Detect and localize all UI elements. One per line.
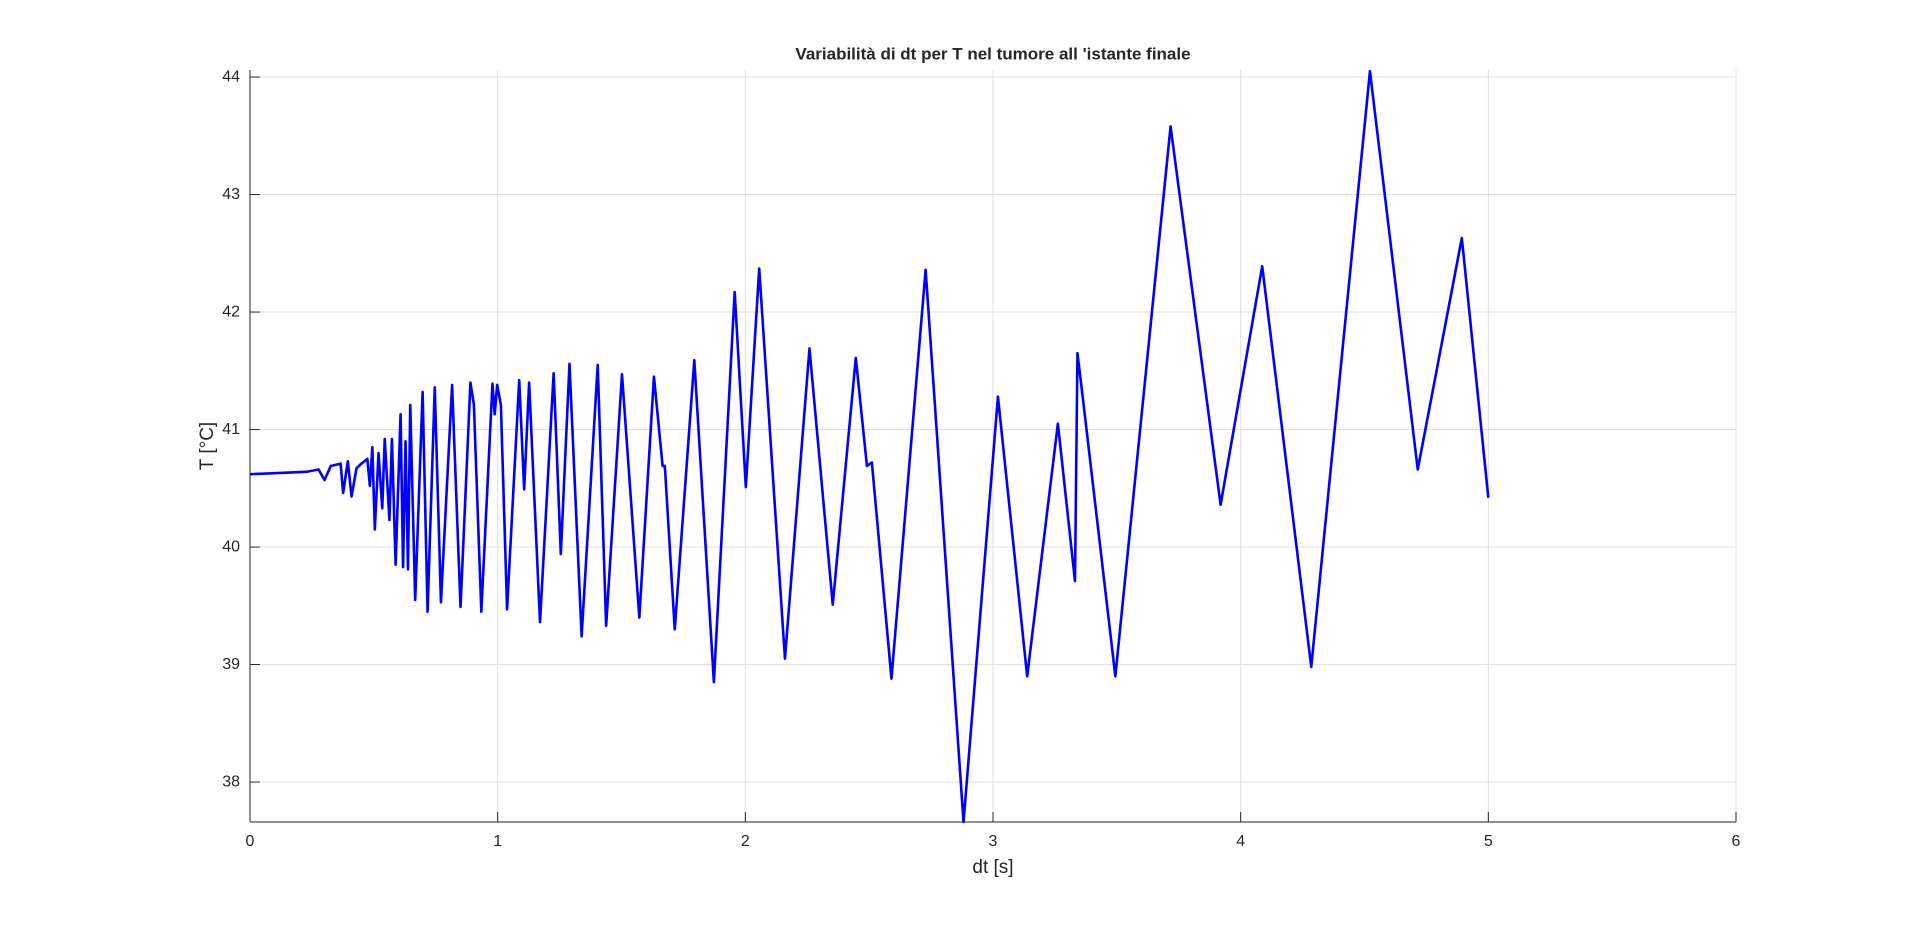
chart-title: Variabilità di dt per T nel tumore all '… (795, 44, 1190, 63)
y-tick-label: 40 (222, 538, 240, 555)
x-tick-label: 6 (1732, 833, 1741, 850)
y-tick-label: 39 (222, 656, 240, 673)
y-tick-label: 42 (222, 303, 240, 320)
x-tick-label: 2 (741, 833, 750, 850)
data-line (249, 69, 1490, 824)
x-axis-label: dt [s] (972, 857, 1013, 878)
x-tick-label: 5 (1484, 833, 1493, 850)
y-axis-label: T [°C] (197, 422, 218, 470)
x-tick-label: 1 (493, 833, 502, 850)
y-tick-label: 43 (222, 186, 240, 203)
x-tick-label: 4 (1236, 833, 1245, 850)
y-tick-label: 44 (222, 68, 240, 85)
y-tick-label: 41 (222, 421, 240, 438)
x-tick-label: 0 (246, 833, 255, 850)
x-tick-label: 3 (989, 833, 998, 850)
y-tick-label: 38 (222, 773, 240, 790)
